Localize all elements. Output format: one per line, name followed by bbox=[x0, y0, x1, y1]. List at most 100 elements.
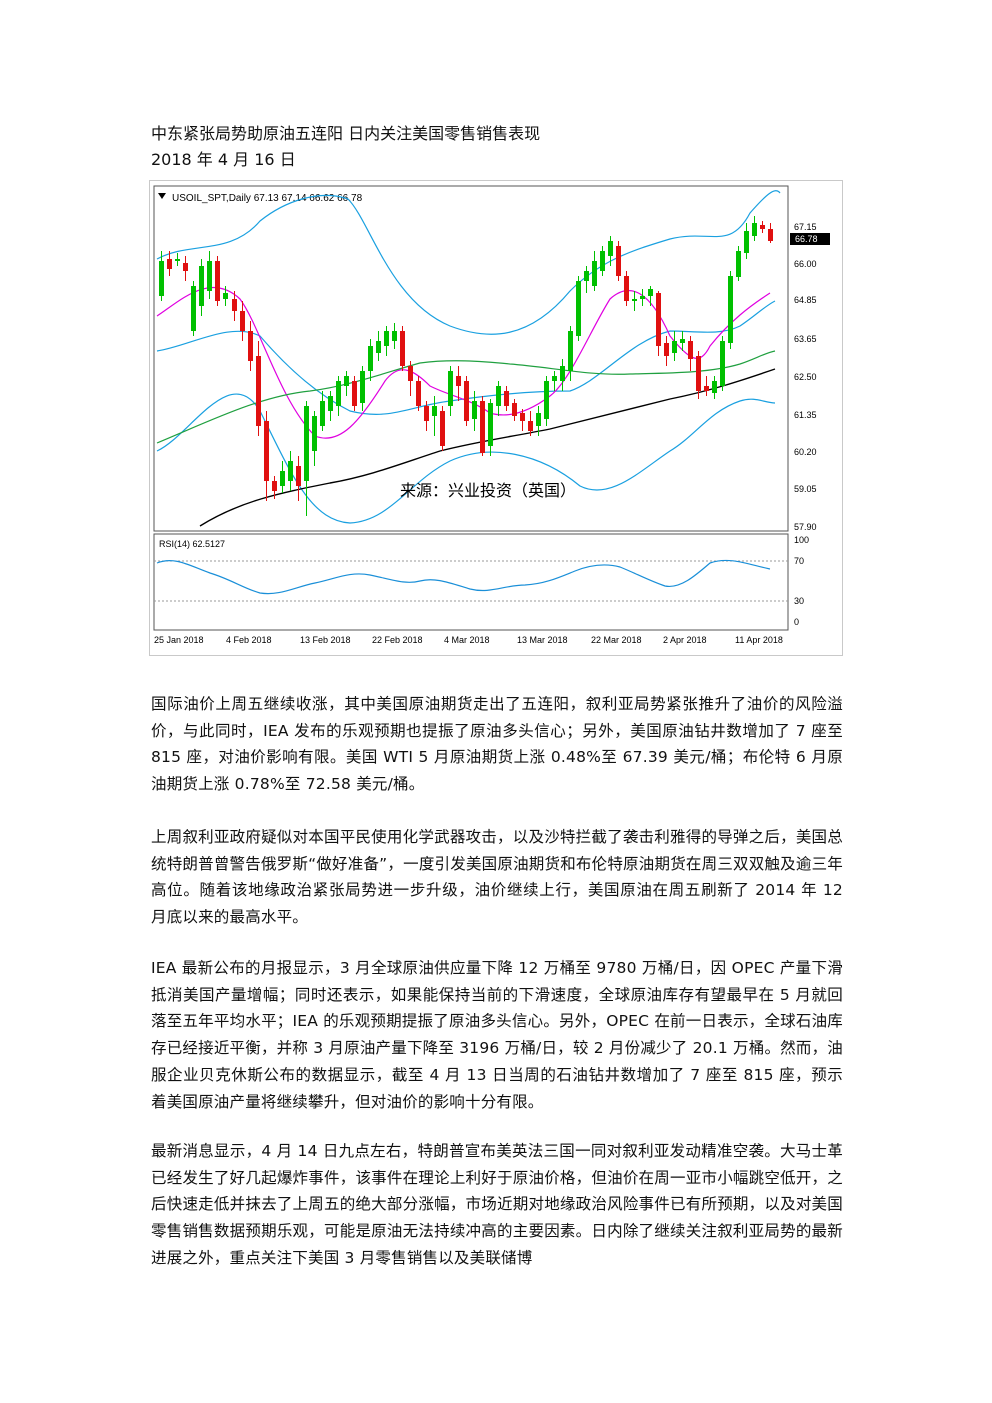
rsi-line bbox=[156, 559, 771, 595]
price-chart: USOIL_SPT,Daily 67.13 67.14 66.62 66.78 … bbox=[149, 180, 843, 656]
bollinger-middle bbox=[156, 300, 776, 415]
candle-body bbox=[240, 311, 245, 331]
paragraph-4: 最新消息显示，4 月 14 日九点左右，特朗普宣布美英法三国一同对叙利亚发动精准… bbox=[151, 1142, 843, 1267]
candle-body bbox=[223, 293, 228, 299]
candle-body bbox=[568, 331, 573, 371]
price-tick: 61.35 bbox=[794, 410, 817, 420]
candle-body bbox=[584, 271, 589, 281]
candle-body bbox=[344, 376, 349, 386]
candle-body bbox=[688, 341, 693, 359]
candle-body bbox=[191, 286, 196, 331]
candle-body bbox=[720, 341, 725, 386]
candle-body bbox=[560, 366, 565, 381]
candle-body bbox=[648, 289, 653, 296]
candle-body bbox=[248, 331, 253, 361]
price-tick: 62.50 bbox=[794, 372, 817, 382]
candle-body bbox=[448, 371, 453, 406]
candle-body bbox=[400, 331, 405, 366]
candle-body bbox=[256, 356, 261, 426]
candle-body bbox=[528, 421, 533, 431]
paragraph-2: 上周叙利亚政府疑似对本国平民使用化学武器攻击，以及沙特拦截了袭击利雅得的导弹之后… bbox=[151, 828, 843, 927]
candle-body bbox=[624, 276, 629, 301]
candle-body bbox=[456, 376, 461, 386]
candle-body bbox=[544, 381, 549, 419]
candle-body bbox=[440, 411, 445, 446]
candle-body bbox=[600, 251, 605, 271]
date-tick: 13 Feb 2018 bbox=[300, 635, 351, 645]
candle-body bbox=[504, 391, 509, 406]
candle-body bbox=[464, 381, 469, 421]
chart-watermark: 来源：兴业投资（英国） bbox=[400, 482, 576, 500]
paragraph-1: 国际油价上周五继续收涨，其中美国原油期货走出了五连阳，叙利亚局势紧张推升了油价的… bbox=[151, 695, 843, 794]
candle-body bbox=[336, 381, 341, 406]
candle-body bbox=[752, 223, 757, 236]
candle-body bbox=[272, 481, 277, 491]
bollinger-upper bbox=[156, 190, 781, 335]
price-tick: 67.15 bbox=[794, 222, 817, 232]
rsi-panel: RSI(14) 62.5127 100 70 30 0 bbox=[153, 533, 809, 631]
candle-body bbox=[656, 293, 661, 346]
candle-body bbox=[480, 401, 485, 453]
price-tick: 63.65 bbox=[794, 334, 817, 344]
candle-body bbox=[288, 461, 293, 481]
candle-body bbox=[408, 366, 413, 381]
date-tick: 2 Apr 2018 bbox=[663, 635, 707, 645]
candle-body bbox=[264, 421, 269, 481]
candle-body bbox=[376, 341, 381, 353]
candles bbox=[159, 216, 773, 516]
price-tick: 59.05 bbox=[794, 484, 817, 494]
candle-body bbox=[488, 403, 493, 446]
candle-body bbox=[696, 356, 701, 391]
date-tick: 4 Mar 2018 bbox=[444, 635, 490, 645]
candle-body bbox=[215, 261, 220, 301]
date-tick: 22 Mar 2018 bbox=[591, 635, 642, 645]
candle-body bbox=[328, 396, 333, 411]
candle-body bbox=[760, 225, 765, 229]
candle-body bbox=[207, 261, 212, 291]
candle-body bbox=[552, 376, 557, 381]
candle-body bbox=[616, 246, 621, 276]
ma-slow-line bbox=[199, 368, 776, 527]
candle-body bbox=[520, 413, 525, 421]
candle-body bbox=[576, 281, 581, 336]
rsi-tick: 70 bbox=[794, 556, 804, 566]
candle-body bbox=[632, 299, 637, 301]
candle-body bbox=[320, 401, 325, 426]
candle-body bbox=[496, 386, 501, 406]
candle-body bbox=[640, 296, 645, 299]
candle-body bbox=[312, 416, 317, 451]
candle-body bbox=[368, 346, 373, 371]
candle-body bbox=[360, 371, 365, 403]
candle-body bbox=[704, 386, 709, 391]
date-tick: 22 Feb 2018 bbox=[372, 635, 423, 645]
candle-body bbox=[232, 299, 237, 311]
candle-body bbox=[608, 241, 613, 256]
candle-body bbox=[304, 406, 309, 481]
price-tick: 60.20 bbox=[794, 447, 817, 457]
candle-body bbox=[392, 331, 397, 341]
candle-body bbox=[384, 331, 389, 346]
candle-body bbox=[512, 403, 517, 416]
candle-body bbox=[536, 413, 541, 426]
candle-body bbox=[712, 381, 717, 393]
date-tick: 13 Mar 2018 bbox=[517, 635, 568, 645]
candle-body bbox=[159, 261, 164, 296]
candle-body bbox=[768, 229, 773, 241]
price-axis: 67.15 66.78 66.00 64.85 63.65 62.50 61.3… bbox=[790, 222, 830, 532]
paragraph-3: IEA 最新公布的月报显示，3 月全球原油供应量下降 12 万桶至 9780 万… bbox=[151, 959, 843, 1111]
candle-body bbox=[175, 259, 180, 261]
candle-body bbox=[680, 339, 685, 343]
price-tick: 57.90 bbox=[794, 522, 817, 532]
rsi-label: RSI(14) 62.5127 bbox=[159, 539, 225, 549]
candle-body bbox=[199, 266, 204, 306]
rsi-tick: 30 bbox=[794, 596, 804, 606]
candle-body bbox=[672, 341, 677, 353]
rsi-tick: 100 bbox=[794, 535, 809, 545]
rsi-tick: 0 bbox=[794, 617, 799, 627]
candle-body bbox=[432, 406, 437, 416]
chart-menu-icon[interactable] bbox=[158, 193, 166, 199]
date-tick: 11 Apr 2018 bbox=[735, 635, 783, 645]
date-axis: 25 Jan 2018 4 Feb 2018 13 Feb 2018 22 Fe… bbox=[154, 635, 783, 645]
date-tick: 25 Jan 2018 bbox=[154, 635, 204, 645]
candle-body bbox=[728, 276, 733, 343]
